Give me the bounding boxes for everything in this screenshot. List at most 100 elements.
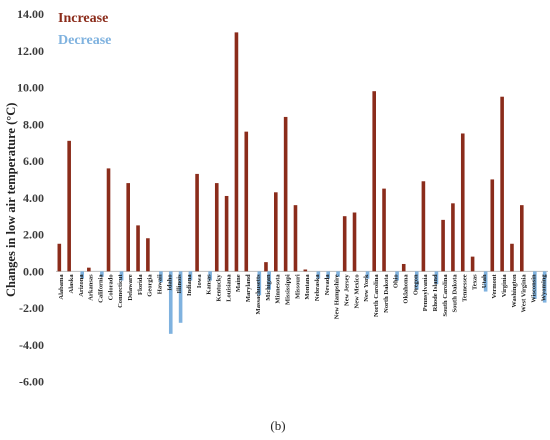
bar-decrease-indiana — [188, 271, 193, 281]
bar-increase-new-jersey — [342, 216, 347, 272]
x-category-label: Iowa — [196, 274, 203, 288]
bar-decrease-connecticut — [119, 271, 124, 281]
x-category-label: Hawaii — [157, 274, 164, 294]
x-category-label: Georgia — [147, 274, 154, 297]
bar-increase-florida — [136, 225, 140, 272]
y-tick-label: 2.00 — [23, 228, 44, 242]
bar-decrease-utah — [483, 271, 488, 292]
bar-decrease-new-york — [365, 271, 370, 279]
x-category-label: Nevada — [324, 274, 331, 296]
x-category-label: Kansas — [206, 274, 213, 295]
x-category-label: Idaho — [166, 274, 173, 290]
x-category-label: Arkansas — [88, 274, 95, 301]
y-tick-label: 6.00 — [23, 154, 44, 168]
bar-decrease-massachusetts — [257, 271, 262, 296]
bar-decrease-nebraska — [316, 271, 321, 279]
bar-increase-alaska — [67, 140, 71, 272]
y-tick-label: -2.00 — [19, 301, 44, 315]
x-category-label: Indiana — [186, 274, 193, 296]
x-category-label: West Virginia — [521, 274, 528, 313]
bar-increase-south-carolina — [441, 219, 445, 272]
x-category-label: Nebraska — [314, 274, 321, 301]
y-axis-title: Changes in low air temperature (°C) — [4, 103, 18, 297]
x-category-label: New Hampshire — [334, 274, 341, 319]
legend: Increase Decrease — [58, 11, 111, 48]
x-category-label: Michigan — [265, 274, 272, 301]
y-tick-label: 4.00 — [23, 191, 44, 205]
x-category-label: Tennessee — [462, 274, 469, 302]
y-tick-label: 14.00 — [17, 7, 44, 21]
bar-decrease-idaho — [168, 271, 173, 334]
x-category-label: Maine — [235, 274, 242, 292]
x-category-label: Massachusetts — [255, 274, 262, 315]
bar-increase-colorado — [106, 168, 111, 272]
x-category-label: Washington — [511, 274, 518, 308]
bar-decrease-illinois — [178, 271, 183, 323]
x-category-label: Kentucky — [216, 274, 223, 302]
x-category-label: Missouri — [294, 274, 301, 299]
bar-increase-washington — [510, 243, 514, 272]
x-category-label: Arizona — [78, 274, 85, 297]
bar-decrease-wisconsin — [533, 271, 537, 299]
bar-increase-alabama — [57, 243, 62, 272]
x-category-label: Oregon — [412, 274, 419, 295]
bar-increase-minnesota — [274, 192, 278, 272]
x-category-label: Wisconsin — [530, 274, 537, 303]
bar-increase-west-virginia — [520, 205, 524, 272]
x-category-label: Florida — [137, 274, 144, 295]
x-category-label: Oklahoma — [403, 274, 410, 304]
panel-label: (b) — [270, 418, 285, 433]
bar-increase-south-dakota — [451, 203, 455, 272]
x-category-label: South Carolina — [442, 274, 449, 317]
bar-increase-maine — [234, 32, 239, 272]
bar-increase-delaware — [126, 183, 130, 272]
bar-decrease-ohio — [395, 271, 399, 281]
x-category-label: New Mexico — [353, 274, 360, 308]
bar-decrease-arizona — [80, 271, 84, 279]
bar-increase-mississippi — [283, 116, 288, 272]
x-category-label: Alabama — [58, 274, 65, 300]
x-category-label: Mississippi — [284, 274, 291, 305]
bar-decrease-wyoming — [542, 271, 547, 303]
bar-increase-missouri — [293, 205, 298, 272]
bar-increase-virginia — [500, 96, 504, 272]
x-category-label: Connecticut — [117, 274, 124, 308]
bar-increase-louisiana — [224, 195, 229, 272]
bar-decrease-kansas — [208, 271, 212, 281]
x-category-label: Wyoming — [540, 274, 547, 302]
x-category-label: Maryland — [245, 274, 252, 302]
x-category-label: Delaware — [127, 274, 134, 300]
bar-decrease-nevada — [326, 271, 330, 279]
y-tick-label: 10.00 — [17, 81, 44, 95]
x-category-label: Virginia — [501, 274, 508, 298]
y-tick-label: -6.00 — [19, 375, 44, 389]
bar-increase-georgia — [146, 238, 150, 272]
bar-increase-north-dakota — [382, 188, 386, 272]
bar-increase-oklahoma — [401, 263, 406, 272]
bar-decrease-michigan — [267, 271, 271, 290]
x-category-label: North Carolina — [373, 274, 380, 317]
bar-increase-michigan — [264, 262, 268, 272]
bar-decrease-california — [100, 271, 104, 277]
x-category-label: New York — [363, 274, 370, 302]
x-category-label: Alaska — [68, 274, 75, 294]
x-category-label: Ohio — [393, 274, 400, 288]
x-category-label: Illinois — [176, 274, 183, 294]
bar-increase-texas — [470, 256, 475, 272]
bar-increase-arkansas — [87, 267, 91, 272]
x-category-label: Utah — [481, 274, 488, 288]
x-category-label: Minnesota — [275, 274, 282, 304]
bar-increase-pennsylvania — [421, 181, 426, 272]
bar-increase-vermont — [490, 179, 495, 272]
bar-increase-kentucky — [214, 183, 219, 272]
bar-increase-maryland — [244, 131, 249, 272]
bar-increase-tennessee — [460, 133, 465, 272]
x-category-label: Montana — [304, 274, 311, 300]
bar-decrease-rhode-island — [434, 271, 439, 285]
bar-increase-north-carolina — [372, 91, 376, 272]
x-category-label: South Dakota — [452, 274, 459, 313]
x-category-label: Pennsylvania — [422, 274, 429, 312]
bar-increase-iowa — [195, 173, 199, 272]
